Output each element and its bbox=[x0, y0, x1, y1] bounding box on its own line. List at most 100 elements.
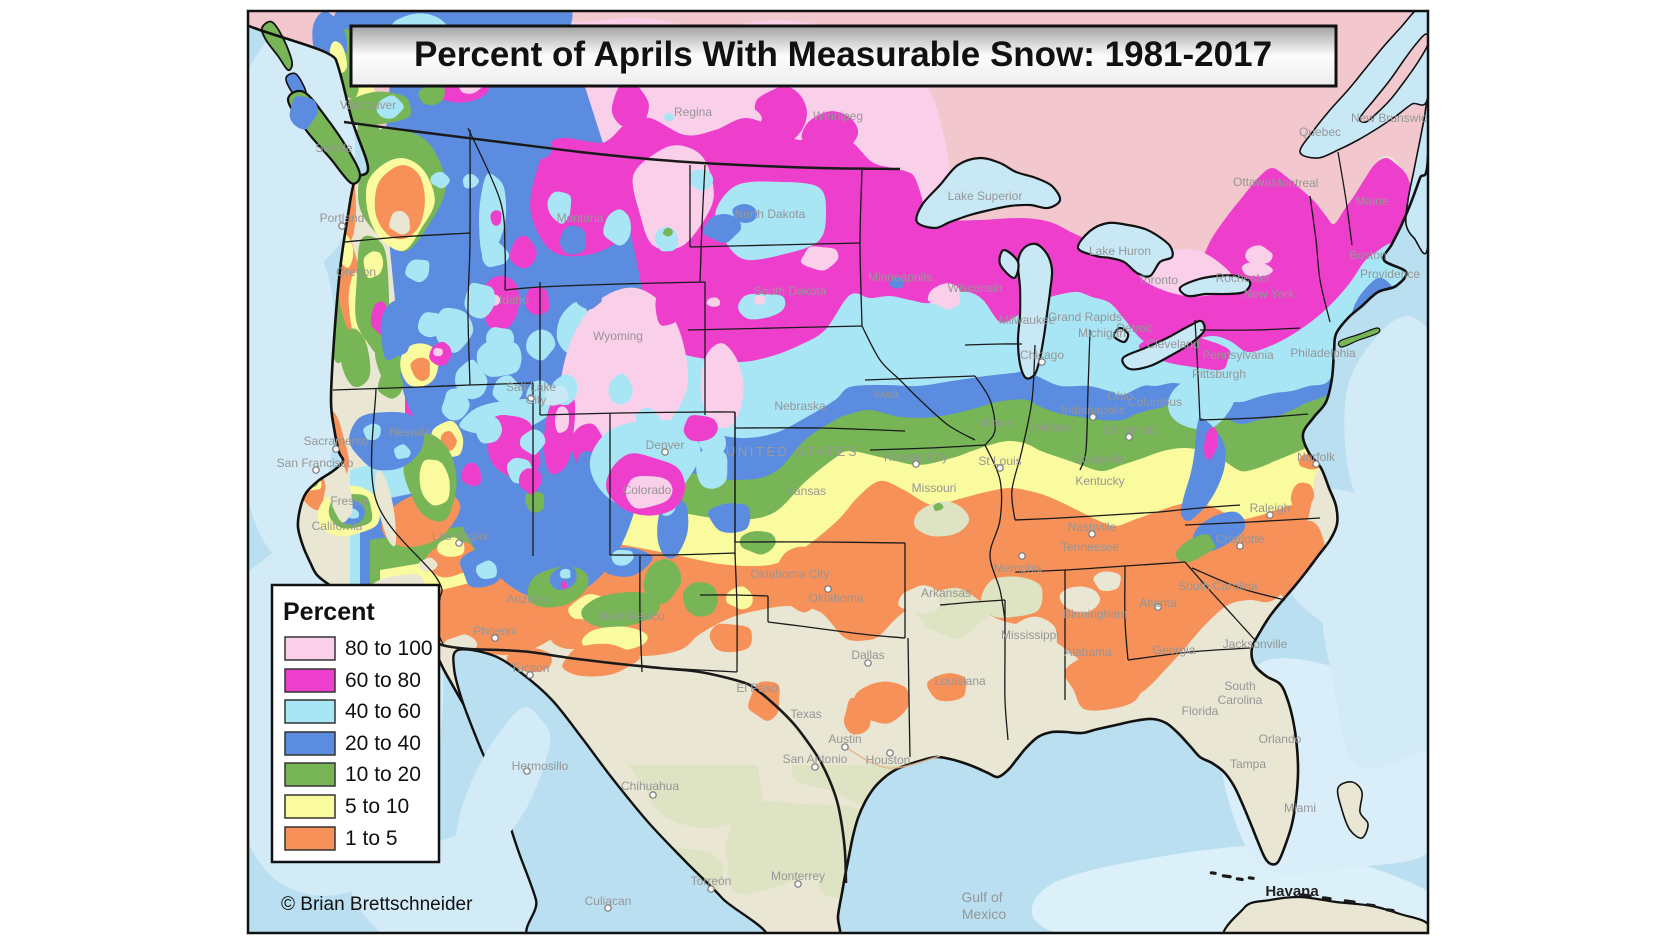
svg-text:Toronto: Toronto bbox=[1138, 273, 1178, 287]
svg-text:© Brian Brettschneider: © Brian Brettschneider bbox=[281, 894, 473, 915]
svg-text:Kentucky: Kentucky bbox=[1075, 474, 1124, 488]
svg-text:Philadelphia: Philadelphia bbox=[1290, 346, 1356, 360]
svg-text:Pennsylvania: Pennsylvania bbox=[1202, 348, 1274, 362]
svg-text:20 to 40: 20 to 40 bbox=[345, 732, 421, 755]
svg-text:Pittsburgh: Pittsburgh bbox=[1192, 367, 1246, 381]
svg-text:San Francisco: San Francisco bbox=[277, 456, 354, 470]
svg-text:Indiana: Indiana bbox=[1031, 420, 1071, 434]
svg-text:Torreón: Torreón bbox=[691, 874, 732, 888]
svg-text:Wyoming: Wyoming bbox=[593, 329, 643, 343]
svg-text:Georgia: Georgia bbox=[1153, 643, 1196, 657]
svg-text:New Mexico: New Mexico bbox=[599, 609, 665, 623]
svg-text:Illinois: Illinois bbox=[979, 416, 1012, 430]
svg-text:South: South bbox=[1224, 679, 1255, 693]
svg-text:Montreal: Montreal bbox=[1272, 176, 1319, 190]
svg-text:Salt Lake: Salt Lake bbox=[506, 380, 556, 394]
svg-text:Memphis: Memphis bbox=[994, 561, 1043, 575]
svg-text:Miami: Miami bbox=[1284, 801, 1316, 815]
svg-text:Wisconsin: Wisconsin bbox=[948, 281, 1003, 295]
svg-text:Indianapolis: Indianapolis bbox=[1061, 403, 1125, 417]
svg-text:Hermosillo: Hermosillo bbox=[512, 759, 569, 773]
svg-text:Florida: Florida bbox=[1182, 704, 1219, 718]
svg-text:Mississippi: Mississippi bbox=[1001, 628, 1059, 642]
svg-text:Birmingham: Birmingham bbox=[1063, 607, 1127, 621]
svg-text:5 to 10: 5 to 10 bbox=[345, 795, 409, 818]
svg-text:Kansas City: Kansas City bbox=[884, 450, 948, 464]
svg-text:Havana: Havana bbox=[1265, 883, 1319, 900]
svg-text:80 to 100: 80 to 100 bbox=[345, 637, 433, 660]
svg-text:Austin: Austin bbox=[828, 732, 861, 746]
svg-text:Tennessee: Tennessee bbox=[1061, 540, 1119, 554]
svg-text:Nebraska: Nebraska bbox=[774, 399, 826, 413]
svg-text:40 to 60: 40 to 60 bbox=[345, 700, 421, 723]
svg-text:Winnipeg: Winnipeg bbox=[813, 109, 863, 123]
svg-text:Sacramento: Sacramento bbox=[304, 434, 369, 448]
svg-text:Oklahoma: Oklahoma bbox=[809, 591, 864, 605]
svg-text:Detroit: Detroit bbox=[1116, 321, 1152, 335]
svg-text:Louisiana: Louisiana bbox=[934, 674, 986, 688]
svg-text:Denver: Denver bbox=[646, 438, 685, 452]
svg-text:Arizona: Arizona bbox=[507, 592, 548, 606]
svg-text:60 to 80: 60 to 80 bbox=[345, 669, 421, 692]
svg-text:Monterrey: Monterrey bbox=[771, 869, 825, 883]
svg-text:Charlotte: Charlotte bbox=[1216, 532, 1265, 546]
svg-text:Cleveland: Cleveland bbox=[1146, 337, 1199, 351]
svg-text:Kansas: Kansas bbox=[786, 484, 826, 498]
svg-text:Carolina: Carolina bbox=[1218, 693, 1263, 707]
svg-text:Ohio: Ohio bbox=[1107, 389, 1133, 403]
svg-text:Ottawa: Ottawa bbox=[1233, 175, 1271, 189]
svg-text:Raleigh: Raleigh bbox=[1250, 501, 1291, 515]
svg-text:Percent: Percent bbox=[283, 598, 375, 626]
svg-text:Oregon: Oregon bbox=[336, 265, 376, 279]
svg-text:UNITED STATES: UNITED STATES bbox=[726, 444, 859, 459]
svg-text:Chicago: Chicago bbox=[1020, 348, 1064, 362]
svg-text:North Dakota: North Dakota bbox=[735, 207, 806, 221]
svg-text:Nevada: Nevada bbox=[389, 425, 431, 439]
svg-text:Norfolk: Norfolk bbox=[1297, 450, 1336, 464]
svg-text:Iowa: Iowa bbox=[873, 387, 899, 401]
svg-text:New Brunswick: New Brunswick bbox=[1351, 111, 1434, 125]
svg-text:Texas: Texas bbox=[790, 707, 821, 721]
svg-text:Tucson: Tucson bbox=[511, 661, 550, 675]
svg-text:Grand Rapids: Grand Rapids bbox=[1048, 310, 1122, 324]
svg-text:Houston: Houston bbox=[866, 753, 911, 767]
svg-text:Idaho: Idaho bbox=[499, 293, 529, 307]
svg-text:Missouri: Missouri bbox=[912, 481, 957, 495]
svg-text:Maine: Maine bbox=[1356, 194, 1389, 208]
svg-text:Culiacan: Culiacan bbox=[585, 894, 632, 908]
svg-text:Arkansas: Arkansas bbox=[921, 586, 971, 600]
svg-text:Vancouver: Vancouver bbox=[340, 98, 396, 112]
svg-text:Lake Superior: Lake Superior bbox=[948, 189, 1023, 203]
svg-text:Quebec: Quebec bbox=[1299, 125, 1341, 139]
svg-text:Montana: Montana bbox=[557, 211, 604, 225]
svg-text:Fresno: Fresno bbox=[330, 494, 368, 508]
svg-text:10 to 20: 10 to 20 bbox=[345, 763, 421, 786]
svg-text:Columbus: Columbus bbox=[1128, 395, 1182, 409]
svg-text:Jacksonville: Jacksonville bbox=[1223, 637, 1288, 651]
svg-text:San Antonio: San Antonio bbox=[783, 752, 848, 766]
svg-text:California: California bbox=[312, 519, 363, 533]
svg-text:Atlanta: Atlanta bbox=[1139, 596, 1177, 610]
svg-text:Oklahoma City: Oklahoma City bbox=[751, 567, 830, 581]
svg-text:City: City bbox=[526, 393, 547, 407]
svg-text:1 to 5: 1 to 5 bbox=[345, 827, 398, 850]
svg-text:Rochester: Rochester bbox=[1216, 271, 1271, 285]
svg-text:Lake Huron: Lake Huron bbox=[1089, 244, 1151, 258]
svg-text:Louisville: Louisville bbox=[1075, 452, 1125, 466]
svg-text:Regina: Regina bbox=[674, 105, 712, 119]
svg-text:South Carolina: South Carolina bbox=[1178, 579, 1258, 593]
svg-text:Portland: Portland bbox=[320, 211, 365, 225]
svg-text:Nashville: Nashville bbox=[1068, 520, 1117, 534]
svg-text:New York: New York bbox=[1244, 287, 1296, 301]
svg-text:South Dakota: South Dakota bbox=[754, 284, 827, 298]
svg-text:Providence: Providence bbox=[1360, 267, 1420, 281]
svg-text:St Louis: St Louis bbox=[978, 454, 1021, 468]
svg-text:Tampa: Tampa bbox=[1230, 757, 1266, 771]
svg-text:Cincinnati: Cincinnati bbox=[1103, 423, 1156, 437]
svg-text:Michigan: Michigan bbox=[1078, 326, 1126, 340]
svg-text:El Paso: El Paso bbox=[736, 681, 778, 695]
svg-text:Milwaukee: Milwaukee bbox=[999, 313, 1056, 327]
svg-text:Orlando: Orlando bbox=[1259, 732, 1302, 746]
svg-text:Mexico: Mexico bbox=[962, 906, 1007, 922]
svg-text:Seattle: Seattle bbox=[315, 141, 353, 155]
